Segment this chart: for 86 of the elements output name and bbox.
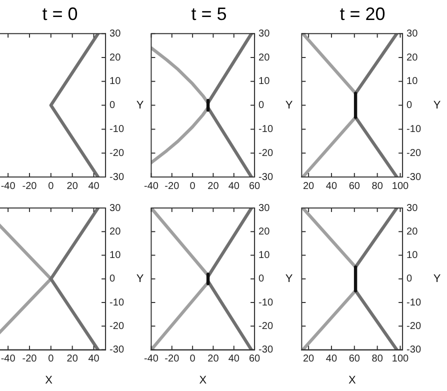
y-tick-label: -20: [406, 320, 422, 332]
chart-title: t = 0: [42, 4, 78, 24]
y-tick-label: -30: [258, 172, 274, 183]
y-tick-label: -10: [110, 297, 124, 308]
y-tick-label: 20: [258, 226, 270, 238]
x-tick-label: 0: [48, 354, 54, 365]
x-tick-label: 20: [208, 354, 220, 365]
chart-title: t = 20: [340, 4, 386, 24]
x-tick-label: 60: [248, 354, 261, 365]
y-tick-label: -20: [406, 148, 422, 159]
x-tick-label: 0: [190, 354, 196, 365]
y-tick-label: -10: [406, 124, 422, 135]
x-tick-label: -20: [164, 354, 180, 365]
y-tick-label: 0: [110, 274, 116, 285]
y-tick-label: 20: [258, 52, 270, 64]
y-tick-label: 0: [406, 100, 413, 112]
y-tick-label: -30: [258, 344, 274, 356]
x-tick-label: 20: [303, 180, 315, 192]
x-tick-label: 40: [228, 180, 240, 192]
y-axis-title: Y: [433, 272, 442, 285]
x-axis-title: X: [199, 374, 208, 386]
y-tick-label: -20: [258, 148, 274, 159]
y-tick-label: 10: [258, 250, 270, 262]
y-tick-label: -20: [258, 320, 274, 332]
y-tick-label: -30: [406, 172, 422, 183]
x-tick-label: 40: [228, 354, 240, 365]
x-tick-label: 20: [208, 180, 220, 192]
y-tick-label: -30: [110, 172, 124, 183]
y-tick-label: -30: [110, 344, 124, 356]
x-tick-label: -20: [164, 180, 180, 192]
y-tick-label: 0: [258, 274, 265, 285]
y-tick-label: 10: [406, 250, 418, 262]
y-tick-label: 20: [110, 52, 122, 64]
y-tick-label: 10: [406, 76, 418, 88]
x-tick-label: 80: [372, 180, 384, 192]
y-tick-label: 30: [258, 28, 270, 40]
x-tick-label: 0: [48, 180, 54, 192]
y-tick-label: -20: [110, 148, 124, 159]
y-tick-label: -10: [258, 297, 274, 308]
y-tick-label: 30: [258, 202, 270, 214]
y-tick-label: 20: [406, 226, 418, 238]
x-tick-label: 20: [303, 354, 315, 365]
y-tick-label: 20: [406, 52, 418, 64]
x-tick-label: -40: [0, 180, 16, 192]
x-tick-label: 60: [248, 180, 261, 192]
x-tick-label: 60: [348, 354, 360, 365]
y-tick-label: -10: [110, 124, 124, 135]
y-tick-label: 10: [110, 250, 122, 262]
x-tick-label: -20: [22, 180, 38, 192]
y-axis-title: Y: [285, 99, 294, 112]
y-axis-title: Y: [136, 272, 144, 285]
x-axis-title: X: [45, 374, 54, 386]
y-tick-label: -10: [258, 124, 274, 135]
y-tick-label: -10: [406, 297, 422, 308]
y-tick-label: -20: [110, 320, 124, 332]
chart-title: t = 5: [191, 4, 227, 24]
x-tick-label: 40: [326, 354, 338, 365]
x-tick-label: -40: [144, 354, 159, 365]
y-tick-label: 0: [406, 274, 413, 285]
y-tick-label: 0: [110, 100, 116, 112]
y-tick-label: 0: [258, 100, 265, 112]
y-axis-title: Y: [285, 272, 294, 285]
x-tick-label: -40: [144, 180, 159, 192]
y-tick-label: 20: [110, 226, 122, 238]
y-tick-label: 10: [110, 76, 122, 88]
x-tick-label: 100: [392, 180, 410, 192]
y-tick-label: 30: [406, 28, 418, 40]
x-tick-label: 40: [88, 180, 100, 192]
x-tick-label: 0: [190, 180, 196, 192]
y-tick-label: 30: [406, 202, 418, 214]
y-tick-label: 30: [110, 202, 122, 214]
y-tick-label: 10: [258, 76, 270, 88]
x-tick-label: 40: [88, 354, 100, 365]
x-tick-label: 80: [372, 354, 384, 365]
x-tick-label: -40: [0, 354, 16, 365]
x-axis-title: X: [348, 374, 356, 386]
y-axis-title: Y: [433, 99, 442, 112]
x-tick-label: 20: [66, 180, 78, 192]
x-tick-label: 60: [348, 180, 360, 192]
x-tick-label: -20: [22, 354, 38, 365]
x-tick-label: 20: [66, 354, 78, 365]
x-tick-label: 100: [392, 354, 410, 365]
y-tick-label: -30: [406, 344, 422, 356]
y-axis-title: Y: [136, 99, 144, 112]
y-tick-label: 30: [110, 28, 122, 40]
x-tick-label: 40: [326, 180, 338, 192]
